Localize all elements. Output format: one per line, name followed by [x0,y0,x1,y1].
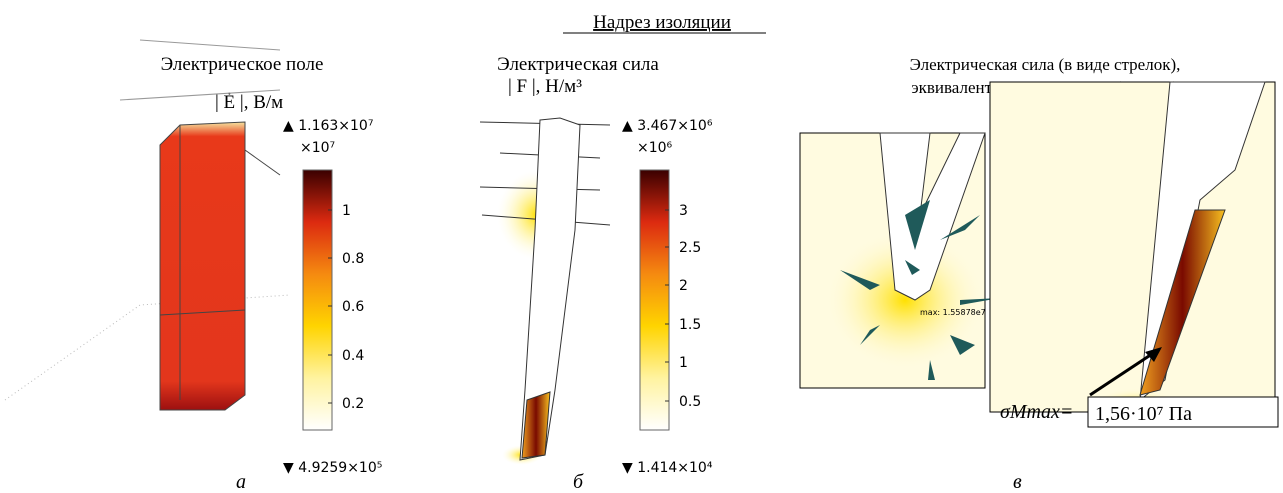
min-label: ▼ 4.9259×10⁵ [283,460,382,476]
panel-title: Электрическая сила [497,54,659,75]
colorbar-tick-label: 1 [679,355,688,371]
colorbar-tick-label: 0.5 [679,394,701,410]
panel-title: Электрическая сила (в виде стрелок), [910,55,1181,74]
colorbar [303,170,332,430]
stress-value: 1,56·10⁷ Па [1095,403,1192,425]
colorbar-tick-label: 0.2 [342,396,364,412]
colorbar-tick-label: 1.5 [679,317,701,333]
quantity: | Ė |, В/м [215,92,283,113]
panel-letter: а [236,471,246,493]
panel-c: Электрическая сила (в виде стрелок), экв… [800,55,1278,493]
colorbar-tick-label: 1 [342,203,351,219]
panel-b: Электрическая сила | F |, Н/м³ ▲ 3.467×1… [480,54,713,493]
panel-letter: в [1013,471,1022,493]
colorbar [640,170,669,430]
quantity: | F |, Н/м³ [508,76,582,97]
colorbar-tick-label: 0.8 [342,251,364,267]
max-note: max: 1.55878e7 [920,308,986,317]
colorbar-tick-label: 2.5 [679,240,701,256]
figure: Надрез изоляции Электрическое поле | Ė |… [0,0,1283,493]
panel-letter: б [573,471,584,493]
max-label: ▲ 3.467×10⁶ [622,118,713,134]
colorbar-tick-label: 2 [679,278,688,294]
stress-symbol: σMmax= [1000,401,1073,423]
panel-title: Электрическое поле [161,54,324,75]
panel-a: Электрическое поле | Ė |, В/м ▲ 1.163×10… [5,40,382,493]
colorbar-tick-label: 3 [679,203,688,219]
multiplier: ×10⁷ [300,140,335,156]
colorbar-tick-label: 0.6 [342,299,364,315]
field-column [160,122,245,410]
min-label: ▼ 1.414×10⁴ [622,460,713,476]
max-label: ▲ 1.163×10⁷ [283,118,373,134]
multiplier: ×10⁶ [637,140,673,156]
figure-title: Надрез изоляции [593,12,731,33]
colorbar-tick-label: 0.4 [342,348,364,364]
